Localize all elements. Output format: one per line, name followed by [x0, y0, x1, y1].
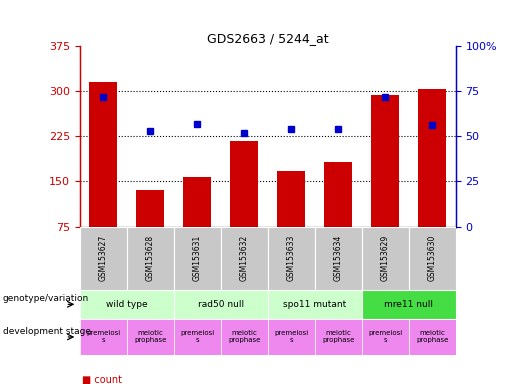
Bar: [221, 319, 268, 355]
Text: spo11 mutant: spo11 mutant: [283, 300, 347, 309]
Bar: [362, 227, 409, 290]
Bar: [315, 227, 362, 290]
Bar: [80, 227, 127, 290]
Text: development stage: development stage: [3, 327, 91, 336]
Text: premeiosi
s: premeiosi s: [368, 331, 402, 343]
Bar: [174, 319, 221, 355]
Text: meiotic
prophase: meiotic prophase: [134, 331, 166, 343]
Bar: [127, 319, 174, 355]
Bar: [315, 319, 362, 355]
Bar: [174, 227, 221, 290]
Text: premeiosi
s: premeiosi s: [86, 331, 121, 343]
Bar: [230, 141, 259, 227]
Bar: [221, 227, 268, 290]
Text: GSM153631: GSM153631: [193, 235, 202, 281]
Text: ■ count: ■ count: [82, 375, 123, 384]
Text: meiotic
prophase: meiotic prophase: [322, 331, 354, 343]
Bar: [80, 290, 174, 319]
Text: wild type: wild type: [106, 300, 148, 309]
Bar: [268, 319, 315, 355]
Text: genotype/variation: genotype/variation: [3, 294, 89, 303]
Bar: [409, 319, 456, 355]
Bar: [89, 82, 117, 227]
Bar: [136, 190, 164, 227]
Text: GSM153628: GSM153628: [146, 235, 155, 281]
Text: GSM153634: GSM153634: [334, 235, 343, 281]
Title: GDS2663 / 5244_at: GDS2663 / 5244_at: [207, 32, 329, 45]
Bar: [324, 162, 352, 227]
Bar: [409, 227, 456, 290]
Text: GSM153630: GSM153630: [428, 235, 437, 281]
Text: rad50 null: rad50 null: [198, 300, 244, 309]
Bar: [371, 95, 399, 227]
Bar: [183, 177, 211, 227]
Text: GSM153632: GSM153632: [240, 235, 249, 281]
Text: premeiosi
s: premeiosi s: [180, 331, 214, 343]
Text: GSM153633: GSM153633: [287, 235, 296, 281]
Bar: [268, 227, 315, 290]
Text: meiotic
prophase: meiotic prophase: [228, 331, 261, 343]
Bar: [277, 170, 305, 227]
Bar: [127, 227, 174, 290]
Bar: [174, 290, 268, 319]
Bar: [418, 89, 447, 227]
Text: premeiosi
s: premeiosi s: [274, 331, 308, 343]
Bar: [362, 290, 456, 319]
Text: mre11 null: mre11 null: [384, 300, 433, 309]
Text: meiotic
prophase: meiotic prophase: [416, 331, 449, 343]
Bar: [268, 290, 362, 319]
Text: GSM153627: GSM153627: [99, 235, 108, 281]
Text: GSM153629: GSM153629: [381, 235, 390, 281]
Bar: [362, 319, 409, 355]
Bar: [80, 319, 127, 355]
